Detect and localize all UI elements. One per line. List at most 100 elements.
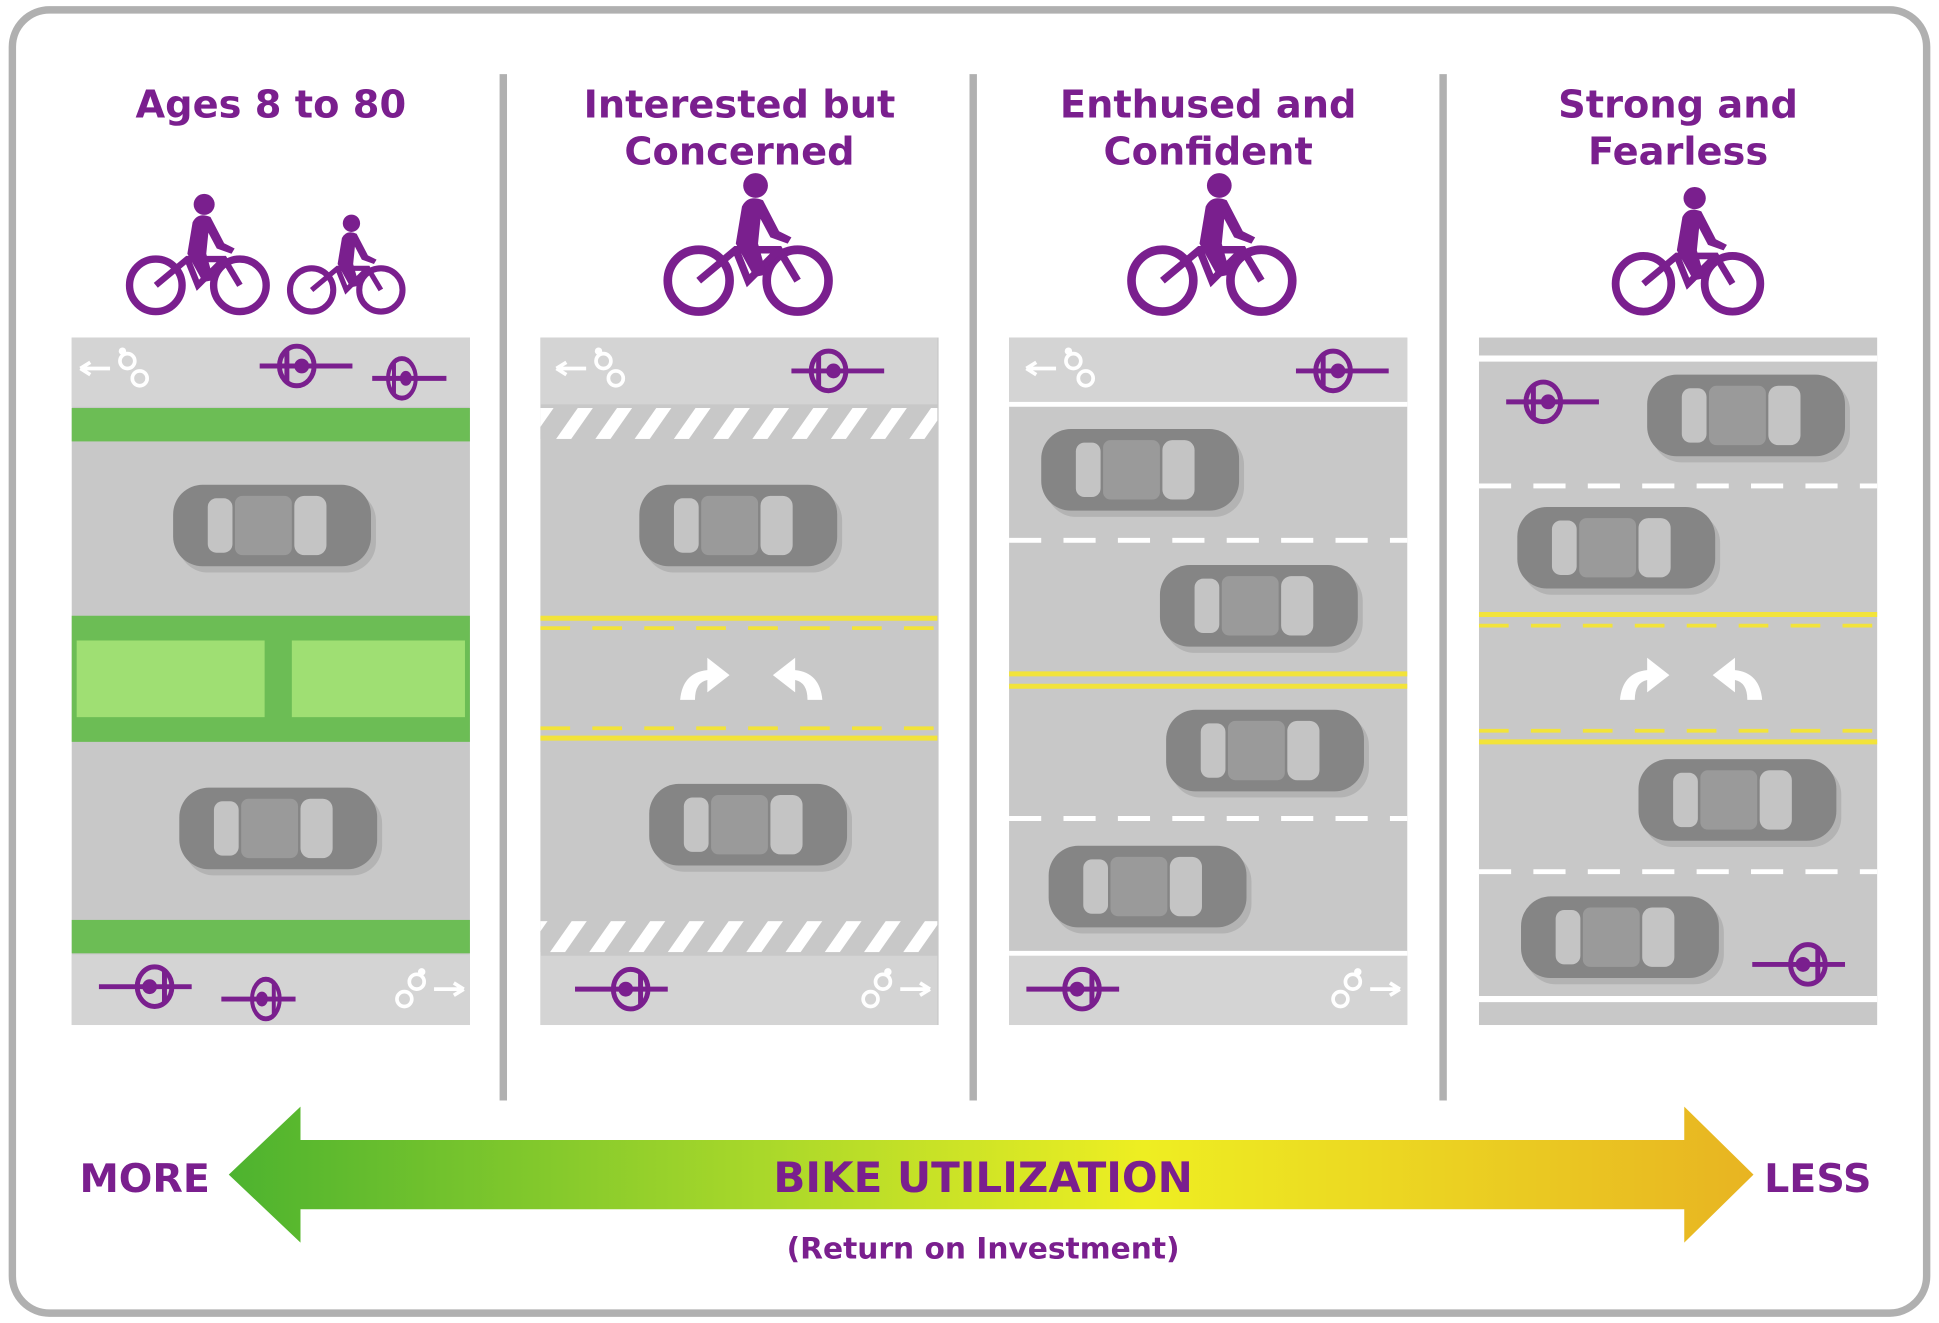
wheel [1226, 245, 1297, 316]
car-windshield [1638, 518, 1671, 578]
lane-arrow [79, 360, 111, 377]
arrow-left-label: MORE [79, 1156, 209, 1202]
car [1166, 709, 1369, 798]
bike-top [1752, 942, 1846, 987]
lane-head [1064, 347, 1073, 355]
hatched-buffer [540, 408, 938, 439]
bike-rider [1523, 379, 1564, 425]
body [187, 215, 235, 283]
lane-wheel [594, 351, 613, 371]
lane-wheel [1064, 351, 1083, 371]
frame [8, 6, 1931, 1317]
bike-lane-symbol [555, 347, 626, 388]
bike-head [399, 370, 412, 386]
bike-lane-symbol [1025, 347, 1096, 388]
lane-wheel [130, 369, 150, 388]
bike-head [255, 991, 268, 1007]
bike-head [1795, 957, 1811, 972]
car [649, 783, 853, 872]
head [193, 193, 215, 215]
lane-arrow [434, 981, 465, 997]
car-windshield [1162, 440, 1195, 500]
head [342, 214, 361, 232]
column-title: Ages 8 to 80 [136, 82, 407, 127]
lane-arrow [900, 981, 931, 997]
lane-wheel [1076, 369, 1096, 388]
car-windshield [1169, 856, 1202, 917]
car [179, 787, 383, 876]
bike-top [1026, 966, 1120, 1012]
cyclist-icon [1127, 173, 1297, 316]
car-roof [1110, 856, 1168, 917]
car [1048, 845, 1252, 934]
green-buffer [71, 919, 470, 954]
bike-top [98, 964, 192, 1009]
column-title: Confident [1104, 129, 1313, 174]
car-windshield [1287, 720, 1320, 781]
turn-arrow [680, 657, 730, 700]
car [1647, 374, 1850, 463]
lane-wheel [1331, 989, 1350, 1009]
grass [291, 640, 465, 718]
column-title: Concerned [624, 129, 854, 174]
car-windshield [770, 795, 803, 855]
lane-head [884, 968, 892, 976]
bike-top [1295, 348, 1389, 394]
car-roof [711, 795, 768, 855]
wheel [1700, 252, 1765, 316]
bike-rider [250, 976, 282, 1022]
car-roof [1700, 770, 1758, 830]
arrow-right-label: LESS [1764, 1156, 1871, 1202]
lane-arrow [555, 360, 587, 377]
column-title: Fearless [1588, 129, 1768, 174]
car-roof [1582, 907, 1640, 967]
car-roof [234, 495, 292, 556]
wheel [125, 255, 186, 316]
wheel [286, 265, 337, 315]
bike-top [372, 356, 447, 401]
car-roof [241, 798, 299, 859]
bike-rider [1788, 942, 1828, 987]
car-rear-window [1194, 578, 1220, 634]
bike-rider [277, 343, 317, 389]
car-roof [1221, 576, 1279, 636]
car-windshield [1768, 385, 1801, 446]
bike-lane [71, 954, 470, 1026]
wheel [1127, 245, 1198, 316]
car-rear-window [1200, 723, 1226, 778]
car-roof [1103, 440, 1160, 500]
wheel [762, 245, 833, 316]
lane-arrow [1370, 981, 1401, 997]
bike-head [826, 363, 841, 379]
column-title: Strong and [1558, 82, 1798, 127]
bike-rider [610, 966, 651, 1012]
utilization-arrow [228, 1106, 1754, 1243]
car-windshield [294, 495, 327, 556]
bike-lane-symbol [79, 347, 150, 388]
car [639, 484, 843, 573]
car-rear-window [1075, 442, 1101, 498]
lane-wheel [873, 972, 893, 992]
cyclist-icon [1611, 186, 1765, 316]
head [1206, 173, 1232, 198]
body [337, 232, 377, 288]
body [1199, 198, 1256, 277]
car-roof [1708, 385, 1766, 446]
lane-wheel [606, 369, 626, 388]
hatched-buffer [540, 921, 938, 953]
bike-rider [1313, 348, 1353, 394]
car-windshield [300, 798, 333, 859]
bike-rider [134, 964, 175, 1009]
bike-head [1540, 394, 1556, 410]
bike-head [618, 981, 634, 997]
bike-top [1506, 379, 1599, 425]
bike-lane-symbol [1331, 968, 1401, 1009]
car-roof [1579, 518, 1637, 578]
bike-rider [386, 356, 418, 401]
grass [76, 640, 265, 718]
bike-head [294, 358, 310, 374]
car-rear-window [1083, 859, 1108, 914]
car-rear-window [683, 797, 709, 852]
bike-top [259, 343, 353, 389]
